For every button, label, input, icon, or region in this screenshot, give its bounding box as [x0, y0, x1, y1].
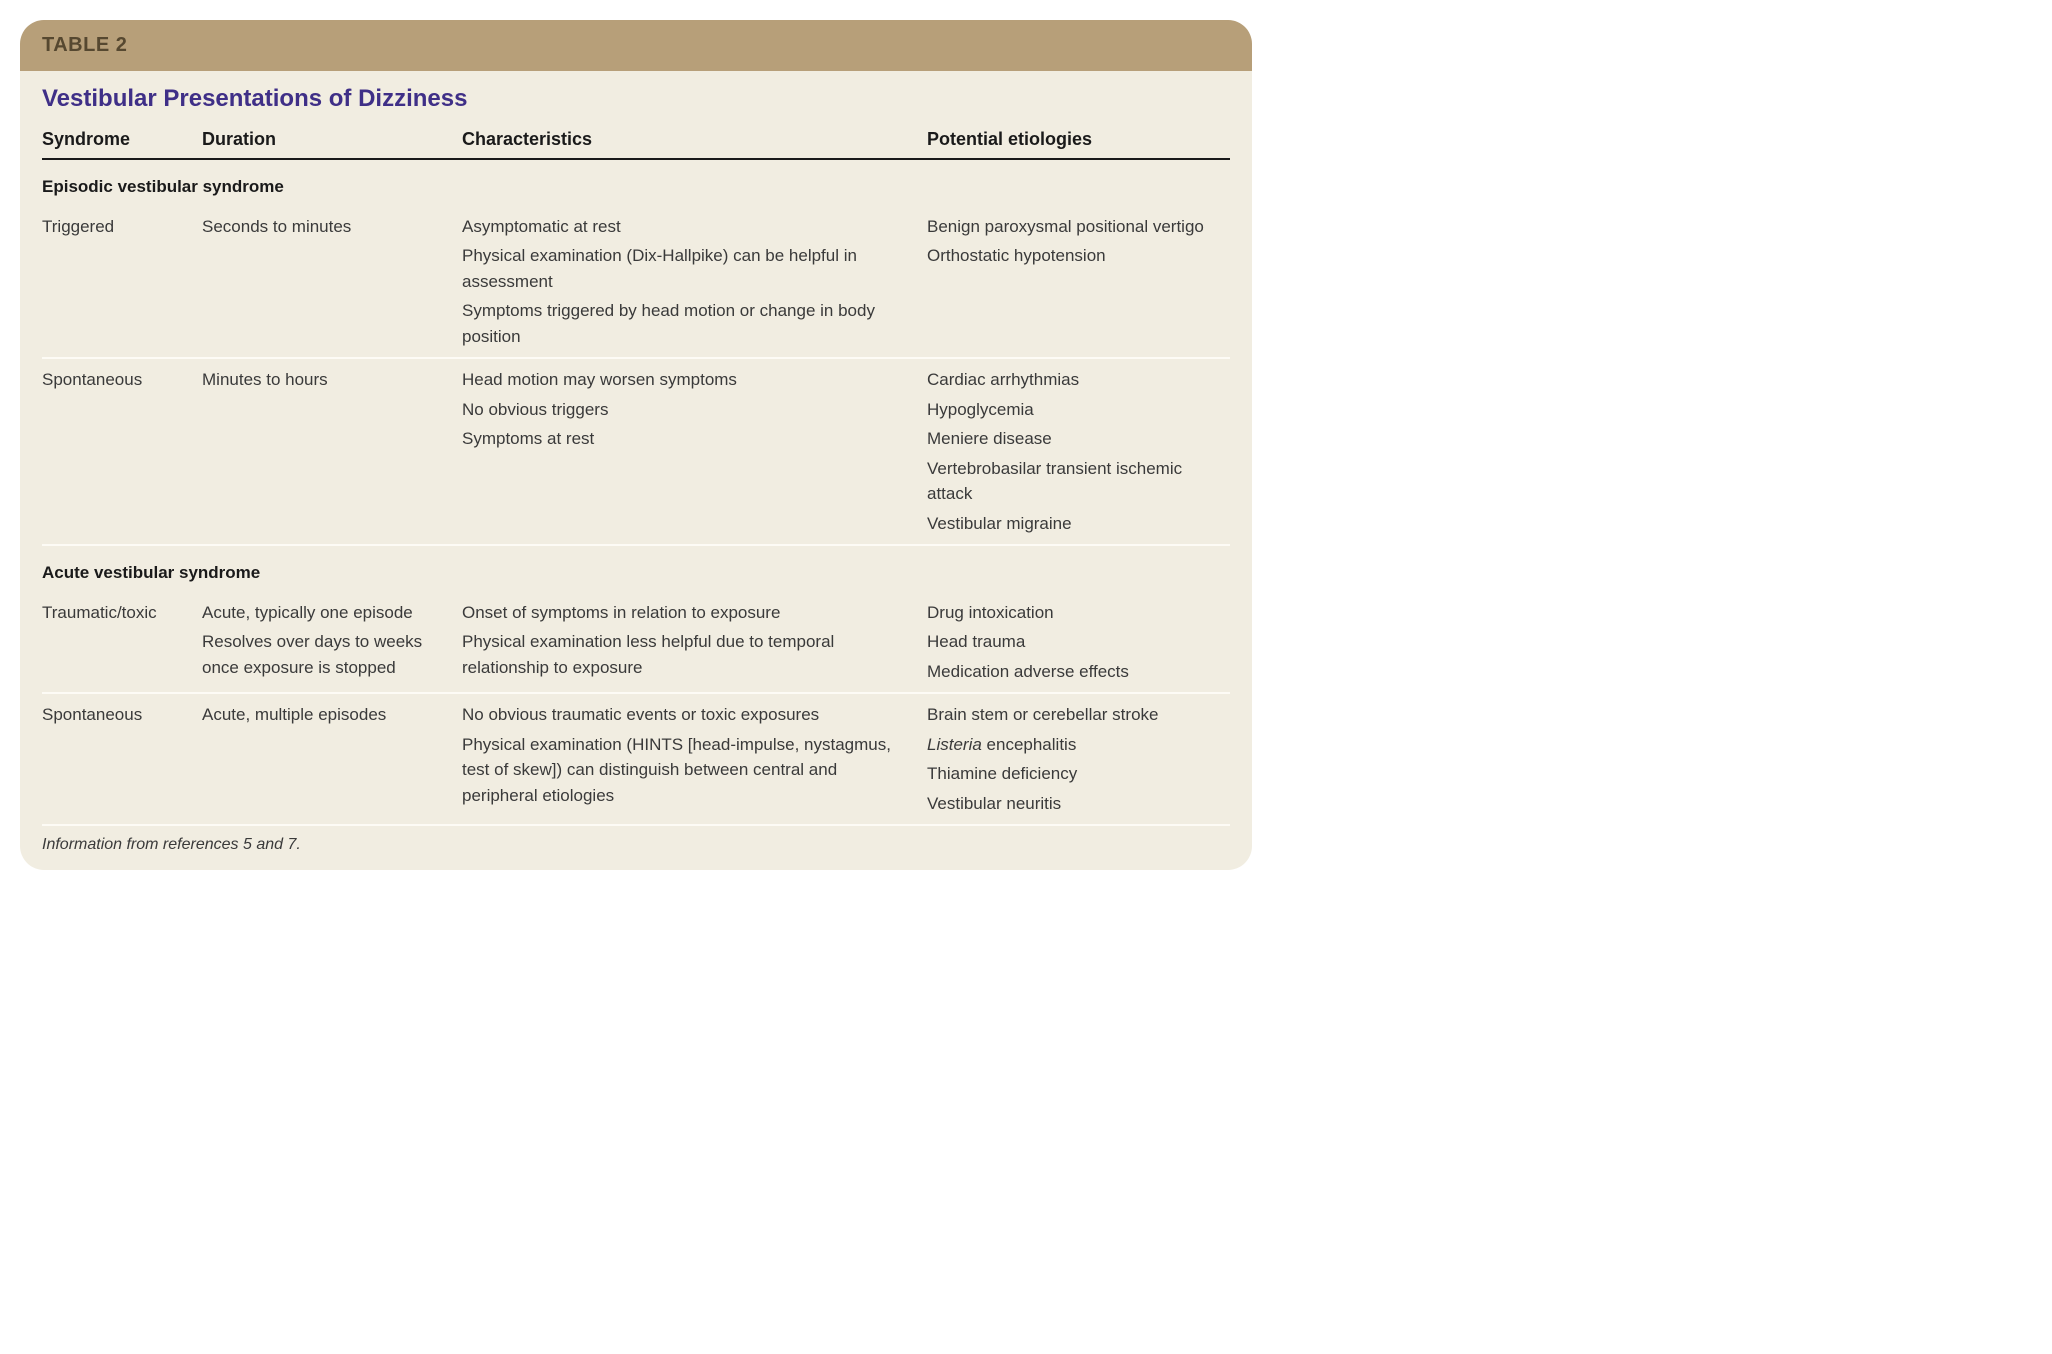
- cell-syndrome: Spontaneous: [42, 358, 202, 545]
- cell-duration: Acute, multiple episodes: [202, 693, 462, 825]
- table-footnote: Information from references 5 and 7.: [42, 826, 1230, 854]
- cell-etiologies: Benign paroxysmal positional vertigoOrth…: [927, 206, 1230, 359]
- cell-characteristics: Asymptomatic at restPhysical examination…: [462, 206, 927, 359]
- cell-etiologies: Drug intoxicationHead traumaMedication a…: [927, 592, 1230, 694]
- col-header-duration: Duration: [202, 123, 462, 159]
- table-row: TriggeredSeconds to minutesAsymptomatic …: [42, 206, 1230, 359]
- data-table: Syndrome Duration Characteristics Potent…: [42, 123, 1230, 826]
- table-content: Vestibular Presentations of Dizziness Sy…: [20, 71, 1252, 870]
- cell-duration: Acute, typically one episodeResolves ove…: [202, 592, 462, 694]
- cell-syndrome: Traumatic/toxic: [42, 592, 202, 694]
- table-body: Episodic vestibular syndromeTriggeredSec…: [42, 159, 1230, 825]
- col-header-etiologies: Potential etiologies: [927, 123, 1230, 159]
- section-heading: Episodic vestibular syndrome: [42, 159, 1230, 206]
- col-header-characteristics: Characteristics: [462, 123, 927, 159]
- cell-characteristics: No obvious traumatic events or toxic exp…: [462, 693, 927, 825]
- cell-duration: Seconds to minutes: [202, 206, 462, 359]
- table-head: Syndrome Duration Characteristics Potent…: [42, 123, 1230, 159]
- cell-characteristics: Head motion may worsen symptomsNo obviou…: [462, 358, 927, 545]
- table-header-bar: TABLE 2: [20, 20, 1252, 71]
- table-card: TABLE 2 Vestibular Presentations of Dizz…: [20, 20, 1252, 870]
- table-row: SpontaneousMinutes to hoursHead motion m…: [42, 358, 1230, 545]
- col-header-syndrome: Syndrome: [42, 123, 202, 159]
- section-heading: Acute vestibular syndrome: [42, 545, 1230, 592]
- cell-etiologies: Cardiac arrhythmiasHypoglycemiaMeniere d…: [927, 358, 1230, 545]
- table-row: SpontaneousAcute, multiple episodesNo ob…: [42, 693, 1230, 825]
- cell-duration: Minutes to hours: [202, 358, 462, 545]
- table-label: TABLE 2: [42, 34, 1230, 57]
- cell-syndrome: Spontaneous: [42, 693, 202, 825]
- table-row: Traumatic/toxicAcute, typically one epis…: [42, 592, 1230, 694]
- table-title: Vestibular Presentations of Dizziness: [42, 85, 1230, 113]
- cell-characteristics: Onset of symptoms in relation to exposur…: [462, 592, 927, 694]
- cell-etiologies: Brain stem or cerebellar strokeListeria …: [927, 693, 1230, 825]
- cell-syndrome: Triggered: [42, 206, 202, 359]
